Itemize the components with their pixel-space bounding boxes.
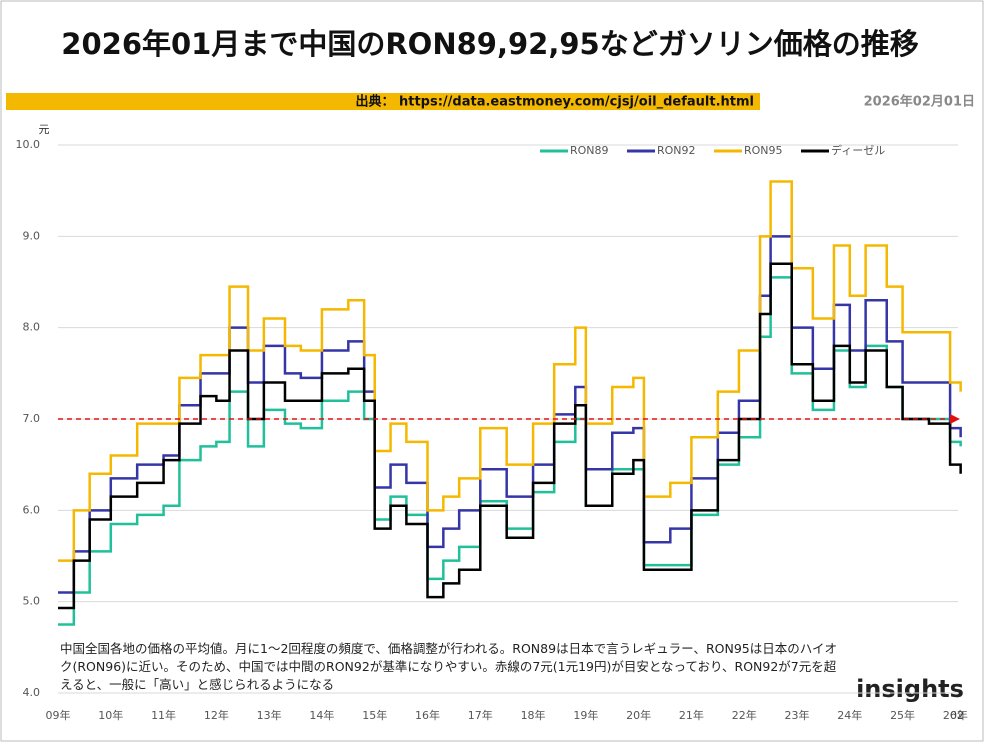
y-tick-label: 6.0	[23, 503, 41, 516]
source: 出典： https://data.eastmoney.com/cjsj/oil_…	[355, 94, 754, 110]
note: 中国全国各地の価格の平均値。月に1～2回程度の頻度で、価格調整が行われる。RON…	[60, 641, 837, 692]
x-tick-label: 10年	[98, 708, 123, 722]
y-tick-label: 4.0	[23, 686, 41, 699]
x-tick-label: 25年	[890, 708, 915, 722]
x-tick-label: 21年	[679, 708, 704, 722]
series-line	[58, 262, 962, 610]
end-label: 02	[950, 709, 964, 722]
source-bar	[6, 93, 760, 110]
legend-label: RON95	[744, 144, 783, 157]
x-tick-label: 17年	[468, 708, 493, 722]
x-tick-label: 22年	[732, 708, 757, 722]
x-tick-label: 23年	[785, 708, 810, 722]
y-unit: 元	[39, 123, 50, 136]
x-tick-label: 13年	[257, 708, 282, 722]
y-tick-label: 9.0	[23, 229, 41, 242]
logo: insights	[856, 675, 964, 703]
x-tick-label: 15年	[362, 708, 387, 722]
y-tick-label: 10.0	[16, 138, 41, 151]
legend-label: RON89	[570, 144, 609, 157]
date: 2026年02月01日	[864, 94, 975, 110]
chart-title: 2026年01月まで中国のRON89,92,95などガソリン価格の推移	[61, 27, 918, 61]
x-tick-label: 16年	[415, 708, 440, 722]
x-tick-label: 09年	[46, 708, 71, 722]
x-tick-label: 26年	[943, 708, 968, 722]
legend-label: ディーゼル	[831, 143, 885, 157]
x-tick-label: 18年	[521, 708, 546, 722]
legend-label: RON92	[657, 144, 696, 157]
x-tick-label: 20年	[626, 708, 651, 722]
x-tick-label: 14年	[309, 708, 334, 722]
y-tick-label: 5.0	[23, 595, 41, 608]
series-line	[58, 180, 962, 562]
reference-arrow	[950, 414, 960, 424]
x-tick-label: 11年	[151, 708, 176, 722]
y-tick-label: 8.0	[23, 321, 41, 334]
x-tick-label: 12年	[204, 708, 229, 722]
series-line	[58, 235, 962, 594]
x-tick-label: 24年	[837, 708, 862, 722]
y-tick-label: 7.0	[23, 412, 41, 425]
x-tick-label: 19年	[573, 708, 598, 722]
